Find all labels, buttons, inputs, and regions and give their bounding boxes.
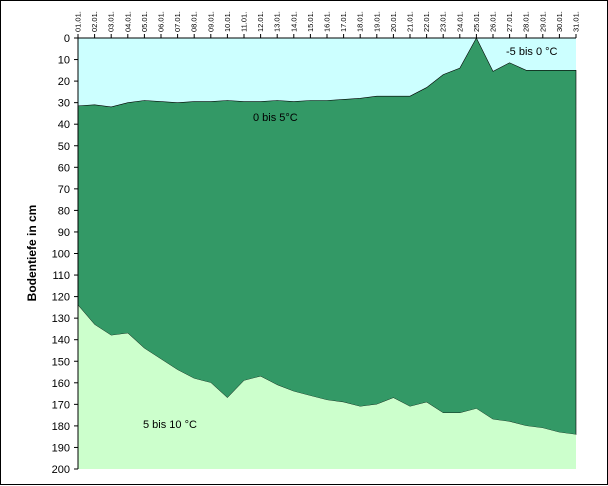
x-tick-label: 14.01. <box>289 11 298 32</box>
x-tick-label: 01.01. <box>74 11 83 32</box>
x-tick-label: 13.01. <box>273 11 282 32</box>
x-tick-label: 04.01. <box>123 11 132 32</box>
x-tick-label: 24.01. <box>455 11 464 32</box>
y-tick-label: 160 <box>52 378 70 390</box>
y-tick-label: 120 <box>52 292 70 304</box>
band-label-cool: 0 bis 5°C <box>253 112 298 124</box>
x-tick-label: 17.01. <box>339 11 348 32</box>
x-tick-label: 18.01. <box>356 11 365 32</box>
y-tick-label: 50 <box>58 141 70 153</box>
y-tick-label: 20 <box>58 76 70 88</box>
x-tick-label: 05.01. <box>140 11 149 32</box>
y-tick-label: 130 <box>52 313 70 325</box>
x-tick-label: 20.01. <box>389 11 398 32</box>
y-tick-label: 90 <box>58 227 70 239</box>
axes <box>74 34 577 470</box>
x-tick-label: 15.01. <box>306 11 315 32</box>
y-tick-label: 0 <box>64 33 70 45</box>
band-label-warm: 5 bis 10 °C <box>143 419 197 431</box>
x-tick-label: 02.01. <box>90 11 99 32</box>
x-tick-label: 12.01. <box>256 11 265 32</box>
x-tick-label: 08.01. <box>190 11 199 32</box>
x-tick-label: 28.01. <box>522 11 531 32</box>
x-tick-label: 11.01. <box>240 12 249 32</box>
x-tick-label: 16.01. <box>323 11 332 32</box>
area-band-warm <box>78 305 576 469</box>
x-tick-label: 23.01. <box>439 11 448 32</box>
x-tick-labels: 01.01. 02.01. 03.01. 04.01. 05.01. 06.01. 07.0… <box>74 11 581 32</box>
y-tick-label: 60 <box>58 162 70 174</box>
y-tick-label: 70 <box>58 184 70 196</box>
band-label-frost: -5 bis 0 °C <box>506 46 558 58</box>
y-axis-title: Bodentiefe in cm <box>25 205 39 302</box>
y-tick-label: 30 <box>58 98 70 110</box>
x-tick-label: 19.01. <box>372 11 381 32</box>
y-tick-label: 170 <box>52 399 70 411</box>
area-bands <box>77 37 577 469</box>
x-tick-label: 31.01. <box>572 11 581 32</box>
x-tick-label: 30.01. <box>555 11 564 32</box>
x-tick-label: 10.01. <box>223 11 232 32</box>
y-tick-label: 150 <box>52 356 70 368</box>
y-tick-label: 100 <box>52 249 70 261</box>
y-tick-label: 10 <box>58 55 70 67</box>
x-tick-label: 21.01. <box>406 11 415 32</box>
x-tick-label: 06.01. <box>157 11 166 32</box>
y-tick-label: 40 <box>58 119 70 131</box>
y-tick-labels: 0 10 20 30 40 50 60 70 80 90 100 110 120 130 140 150 160… <box>52 33 70 476</box>
area-band-frost <box>78 38 576 107</box>
y-tick-label: 110 <box>52 270 70 282</box>
y-tick-label: 140 <box>52 335 70 347</box>
x-tick-label: 27.01. <box>505 11 514 32</box>
x-tick-label: 29.01. <box>538 11 547 32</box>
y-tick-label: 80 <box>58 205 70 217</box>
x-tick-label: 26.01. <box>489 11 498 32</box>
x-tick-label: 22.01. <box>422 11 431 32</box>
x-tick-label: 09.01. <box>206 11 215 32</box>
y-tick-label: 190 <box>52 442 70 454</box>
x-tick-label: 07.01. <box>173 11 182 32</box>
x-tick-label: 25.01. <box>472 11 481 32</box>
y-tick-label: 180 <box>52 421 70 433</box>
x-tick-label: 03.01. <box>107 11 116 32</box>
y-tick-label: 200 <box>52 464 70 476</box>
